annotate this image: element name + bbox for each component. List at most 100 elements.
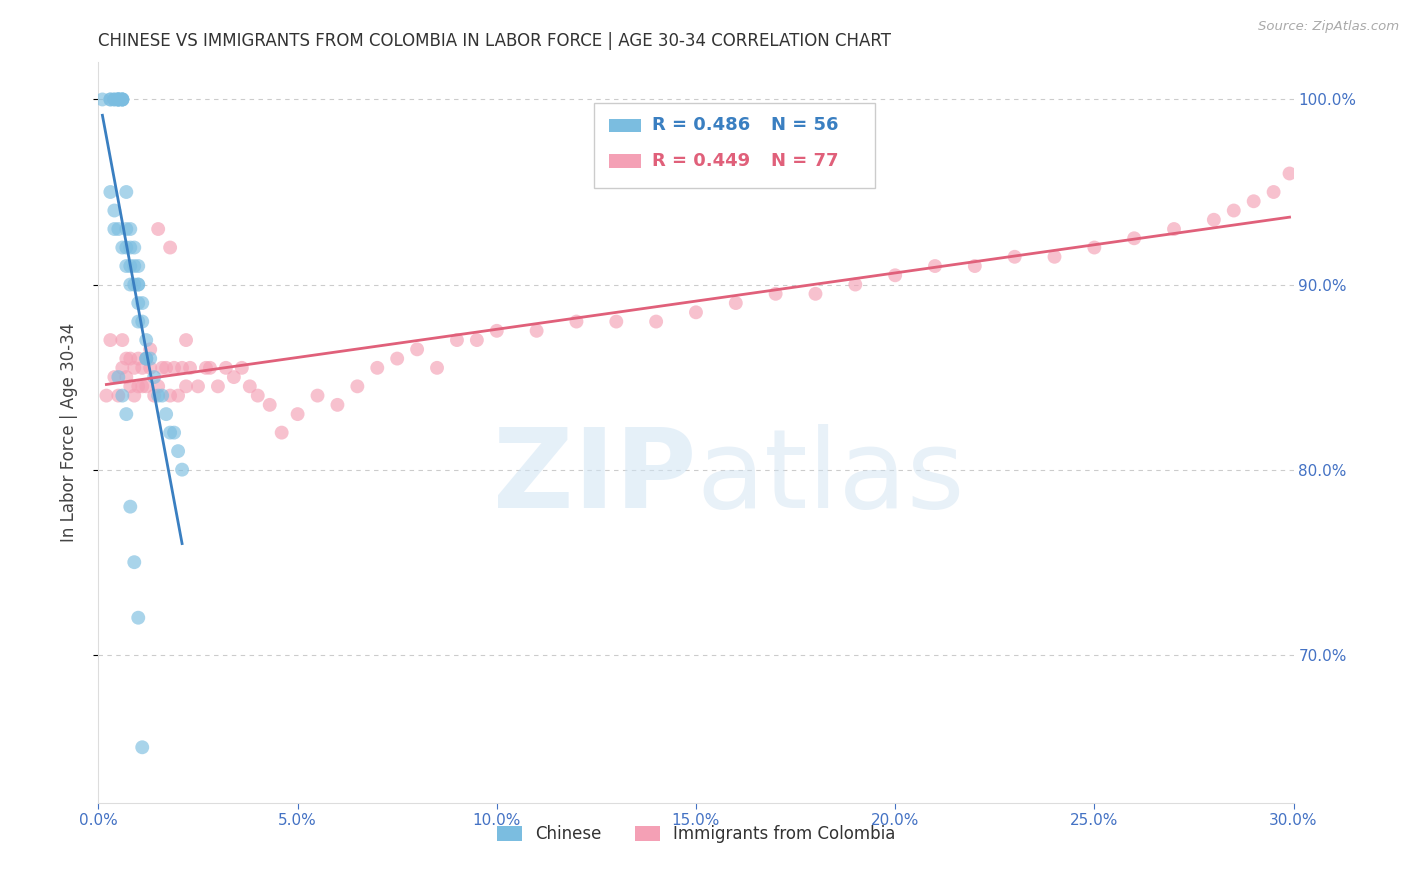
Point xyxy=(131,296,153,310)
Point xyxy=(307,388,329,402)
Point xyxy=(127,277,149,292)
Point xyxy=(1043,250,1066,264)
Point xyxy=(139,360,162,375)
Point xyxy=(1263,185,1285,199)
Point xyxy=(120,277,142,292)
Point xyxy=(346,379,368,393)
Point xyxy=(465,333,488,347)
Point xyxy=(222,370,245,384)
Point xyxy=(287,407,309,421)
Point xyxy=(159,240,181,254)
Point xyxy=(326,398,349,412)
Point xyxy=(131,740,153,755)
Point xyxy=(111,333,134,347)
FancyBboxPatch shape xyxy=(609,154,641,168)
Point xyxy=(120,259,142,273)
Point xyxy=(103,203,125,218)
Point xyxy=(91,92,114,106)
Point xyxy=(167,388,190,402)
Point xyxy=(103,92,125,106)
FancyBboxPatch shape xyxy=(609,119,641,132)
Point xyxy=(98,92,122,106)
Point xyxy=(124,360,146,375)
Point xyxy=(120,222,142,236)
Point xyxy=(207,379,229,393)
Point xyxy=(111,92,134,106)
Point xyxy=(1163,222,1185,236)
Point xyxy=(139,351,162,366)
Point xyxy=(155,360,177,375)
Point xyxy=(1004,250,1026,264)
Point xyxy=(120,240,142,254)
Point xyxy=(187,379,209,393)
Point xyxy=(111,92,134,106)
Point xyxy=(1123,231,1146,245)
Point xyxy=(124,240,146,254)
Point xyxy=(844,277,866,292)
Point xyxy=(426,360,449,375)
Point xyxy=(139,343,162,357)
Point xyxy=(406,343,429,357)
Point xyxy=(174,379,197,393)
Point xyxy=(127,611,149,625)
Point xyxy=(163,360,186,375)
Point xyxy=(179,360,201,375)
Text: ZIP: ZIP xyxy=(492,424,696,531)
Point xyxy=(446,333,468,347)
Point xyxy=(884,268,907,283)
Point xyxy=(135,333,157,347)
Text: CHINESE VS IMMIGRANTS FROM COLOMBIA IN LABOR FORCE | AGE 30-34 CORRELATION CHART: CHINESE VS IMMIGRANTS FROM COLOMBIA IN L… xyxy=(98,32,891,50)
Text: R = 0.486: R = 0.486 xyxy=(652,116,749,135)
Point xyxy=(135,379,157,393)
Point xyxy=(120,500,142,514)
Point xyxy=(159,388,181,402)
Point xyxy=(231,360,253,375)
Text: Source: ZipAtlas.com: Source: ZipAtlas.com xyxy=(1258,20,1399,33)
Point xyxy=(127,259,149,273)
Point xyxy=(172,462,194,476)
Point xyxy=(96,388,118,402)
Point xyxy=(148,379,170,393)
Text: R = 0.449: R = 0.449 xyxy=(652,152,749,169)
Point xyxy=(111,240,134,254)
Point xyxy=(159,425,181,440)
Point xyxy=(111,360,134,375)
Point xyxy=(115,185,138,199)
Point xyxy=(103,222,125,236)
Point xyxy=(124,555,146,569)
Point xyxy=(111,388,134,402)
Point xyxy=(1202,212,1225,227)
Text: N = 56: N = 56 xyxy=(772,116,839,135)
Point xyxy=(107,92,129,106)
Point xyxy=(143,388,166,402)
Point xyxy=(155,407,177,421)
Text: atlas: atlas xyxy=(696,424,965,531)
Point xyxy=(163,425,186,440)
Point xyxy=(124,259,146,273)
Point xyxy=(385,351,409,366)
Point xyxy=(107,92,129,106)
Point xyxy=(98,92,122,106)
FancyBboxPatch shape xyxy=(595,103,875,188)
Point xyxy=(120,379,142,393)
Point xyxy=(115,407,138,421)
Point xyxy=(366,360,388,375)
Point xyxy=(107,92,129,106)
Point xyxy=(115,240,138,254)
Point xyxy=(1223,203,1246,218)
Point xyxy=(148,222,170,236)
Point xyxy=(127,296,149,310)
Point xyxy=(98,333,122,347)
Point xyxy=(120,351,142,366)
Point xyxy=(605,314,627,328)
Point xyxy=(239,379,262,393)
Point xyxy=(135,351,157,366)
Point xyxy=(98,185,122,199)
Point xyxy=(724,296,747,310)
Point xyxy=(135,351,157,366)
Point xyxy=(124,388,146,402)
Point xyxy=(107,370,129,384)
Point xyxy=(645,314,668,328)
Point xyxy=(270,425,292,440)
Point xyxy=(167,444,190,458)
